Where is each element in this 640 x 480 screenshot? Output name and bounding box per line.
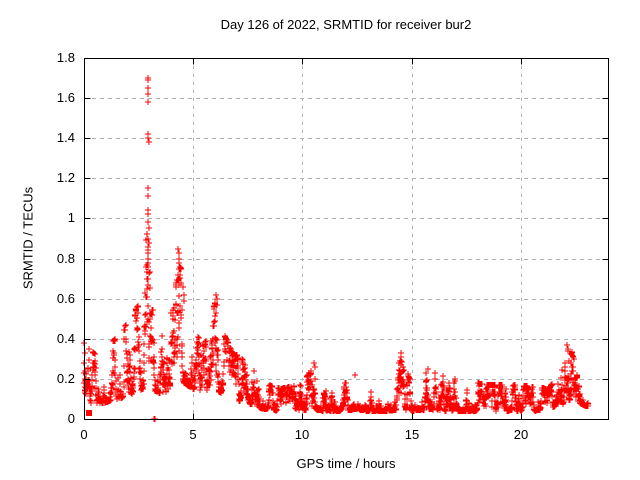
y-tick-label: 1.8 — [57, 50, 75, 65]
y-tick-label: 1.2 — [57, 170, 75, 185]
tick-labels: 0 0.2 0.4 0.6 0.8 1 1.2 1.4 1.6 1.8 0 5 10 15 20 — [57, 50, 528, 442]
chart-title: Day 126 of 2022, SRMTID for receiver bur… — [220, 17, 472, 32]
scatter-square-point — [86, 410, 92, 416]
y-tick-label: 0.6 — [57, 291, 75, 306]
x-tick-label: 5 — [189, 427, 196, 442]
x-tick-label: 20 — [514, 427, 528, 442]
y-tick-label: 0.2 — [57, 371, 75, 386]
y-tick-label: 1.4 — [57, 130, 75, 145]
x-tick-label: 0 — [80, 427, 87, 442]
x-axis-label: GPS time / hours — [296, 456, 396, 471]
scatter-points — [81, 75, 591, 422]
x-tick-label: 15 — [405, 427, 419, 442]
plot-frame — [84, 58, 609, 420]
y-tick-label: 0 — [68, 411, 75, 426]
x-tick-label: 10 — [295, 427, 309, 442]
y-tick-label: 1 — [68, 210, 75, 225]
y-tick-label: 0.4 — [57, 331, 75, 346]
y-axis-label-text: SRMTID / TECUs — [20, 186, 36, 290]
y-tick-label: 1.6 — [57, 90, 75, 105]
y-tick-label: 0.8 — [57, 251, 75, 266]
